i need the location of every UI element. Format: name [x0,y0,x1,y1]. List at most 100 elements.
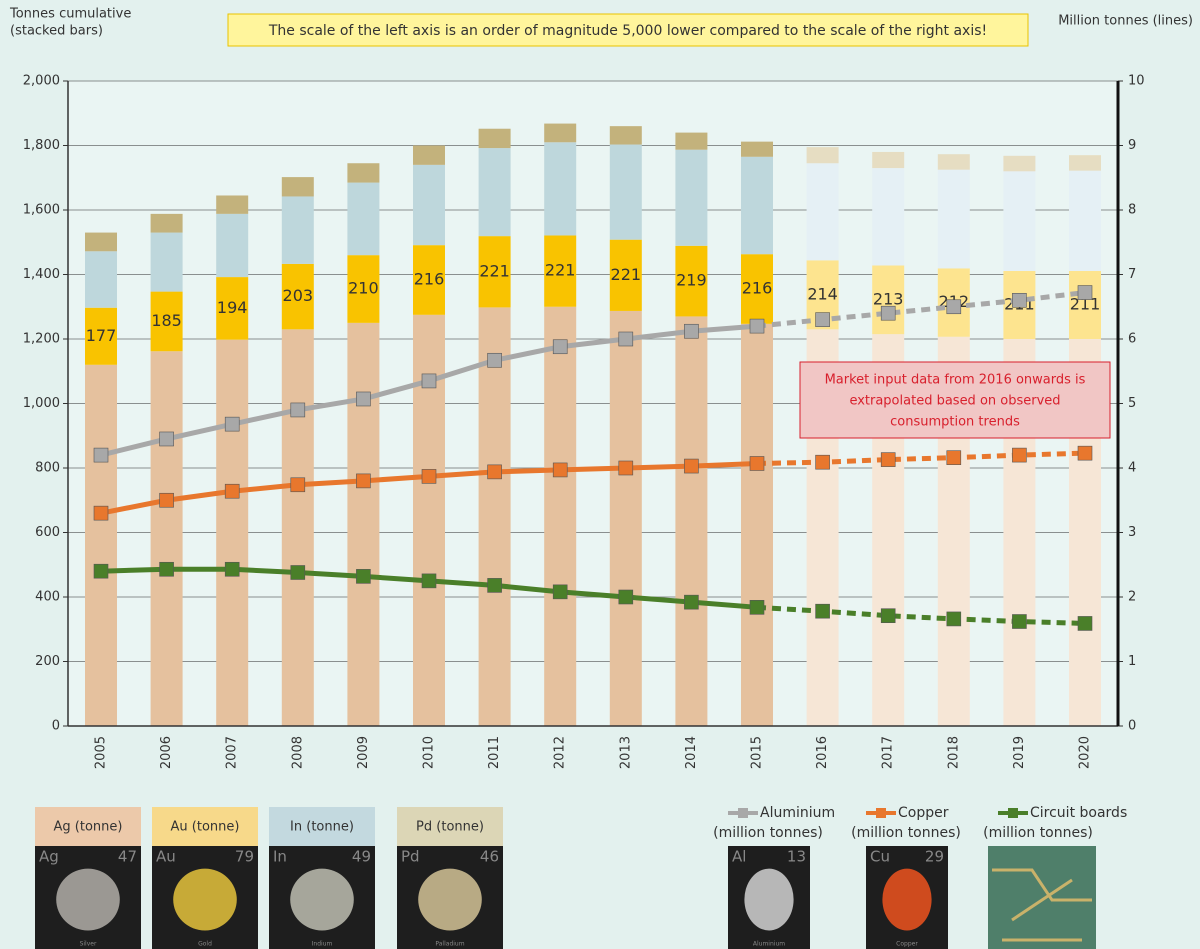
x-tick-label: 2007 [225,736,240,769]
bar-segment [544,235,577,307]
line-marker [618,460,634,476]
tile-symbol: Al [732,848,746,866]
tile-element: Palladium [435,941,464,948]
line-marker [618,589,634,605]
line-marker [421,573,437,589]
bar-segment [872,168,905,266]
tile-picture [882,868,932,931]
legend-swatch [35,807,141,846]
bar-segment [150,213,183,233]
tile-number: 49 [352,848,371,866]
notice: The scale of the left axis is an order o… [268,23,987,39]
bar-segment [741,141,773,157]
legend-swatch [269,807,375,846]
tile-picture [56,868,120,931]
line-marker [487,578,502,593]
y-tick-label: 800 [35,461,60,476]
value-label: 221 [611,265,642,284]
line-marker [552,462,568,478]
x-tick-label: 2016 [815,736,830,769]
tile-picture [290,868,354,931]
bar-segment [609,126,642,145]
bar-segment [85,307,117,365]
tile-number: 29 [925,848,944,866]
y-tick-label: 1,600 [23,203,60,218]
value-label: 221 [545,261,576,280]
y-tick-label: 200 [35,654,60,669]
x-tick-label: 2011 [487,736,502,769]
legend-marker [738,808,748,818]
bar-segment [478,128,511,149]
bar-segment [281,196,314,264]
bar-segment [609,310,642,726]
bar-segment [85,232,117,252]
bar-segment [741,254,773,324]
tile-number: 13 [787,848,806,866]
bar-segment [347,163,380,183]
line-marker [1077,285,1093,300]
y2-tick-label: 7 [1128,267,1136,282]
legend-swatch [397,807,503,846]
y-axis-label: Tonnes cumulative [9,7,131,22]
y2-tick-label: 9 [1128,138,1136,153]
line-marker [356,473,371,489]
tile-element: Gold [198,941,212,948]
line-marker [93,505,109,521]
line-marker [880,305,896,321]
bar-segment [150,291,183,352]
x-tick-label: 2013 [618,736,633,769]
tile-number: 47 [118,848,137,866]
bar-segment [741,156,773,255]
line-marker [684,323,699,339]
tile-symbol: Ag [39,848,59,866]
x-tick-label: 2018 [946,736,961,769]
y2-axis-label: Million tonnes (lines) [1058,14,1193,29]
tile-element: Aluminium [753,941,785,948]
x-tick-label: 2014 [684,736,699,769]
bar-segment [675,132,708,150]
line-marker [618,331,634,347]
value-label: 214 [807,284,838,303]
line-marker [421,469,437,484]
line-marker [749,600,765,615]
tile-picture [744,868,794,931]
line-marker [946,611,962,627]
line-marker [880,608,896,624]
legend-marker [876,808,886,818]
bar-segment [347,322,380,726]
line-marker [1012,292,1027,308]
bar-segment [478,148,511,237]
y2-tick-label: 4 [1128,461,1136,476]
line-marker [224,561,240,577]
line-marker [749,318,765,334]
bar-segment [1003,155,1036,172]
y2-tick-label: 3 [1128,525,1136,540]
bar-segment [478,236,511,308]
line-marker [1077,445,1093,461]
line-marker [290,477,306,493]
legend-label: Pd (tonne) [416,820,484,835]
legend-marker [1008,808,1018,818]
y2-tick-label: 8 [1128,203,1136,218]
line-marker [1077,616,1093,631]
bar-segment [281,329,314,726]
tile-picture [418,868,482,931]
bar-segment [216,277,249,340]
tile-picture [173,868,237,931]
legend-swatch [152,807,258,846]
bar-segment [609,239,642,311]
notice-box [227,13,1029,47]
line [756,450,1086,466]
note: consumption trends [890,415,1020,430]
y-tick-label: 0 [52,719,60,734]
value-label: 213 [873,289,904,308]
y2-tick-label: 0 [1128,719,1136,734]
bar-segment [1069,170,1101,271]
y-tick-label: 400 [35,590,60,605]
y-tick-label: 2,000 [23,74,60,89]
y2-tick-label: 10 [1128,74,1145,89]
value-label: 177 [86,326,117,345]
bar-segment [281,177,314,197]
bar-segment [281,263,314,330]
value-label: 210 [348,279,379,298]
